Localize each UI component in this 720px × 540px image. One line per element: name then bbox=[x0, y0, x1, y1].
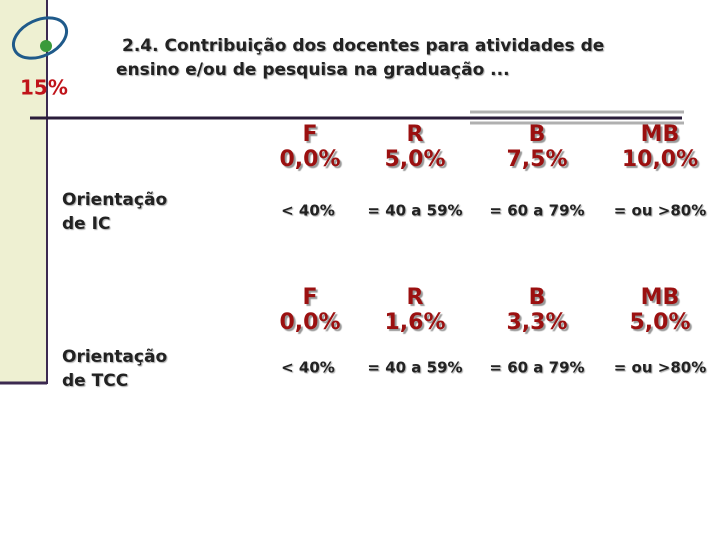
title-line: ensino e/ou de pesquisa na graduação ... bbox=[116, 60, 510, 80]
grade-letter: F bbox=[302, 285, 317, 310]
grade-value: 0,0% bbox=[279, 310, 340, 335]
grade-range: < 40% bbox=[281, 202, 335, 220]
grade-letter: R bbox=[407, 285, 424, 310]
grade-range: = 40 a 59% bbox=[367, 359, 462, 377]
grade-letter: B bbox=[529, 122, 546, 147]
grade-letter: R bbox=[407, 122, 424, 147]
grade-value: 5,0% bbox=[384, 147, 445, 172]
grade-letter: F bbox=[302, 122, 317, 147]
logo bbox=[12, 16, 68, 60]
title-line: 2.4. Contribuição dos docentes para ativ… bbox=[122, 36, 604, 56]
badge: 15% bbox=[20, 76, 68, 100]
row-label: de IC bbox=[62, 214, 110, 234]
row-label: de TCC bbox=[62, 371, 128, 391]
grade-value: 7,5% bbox=[506, 147, 567, 172]
grade-range: = ou >80% bbox=[614, 202, 706, 220]
row-label: Orientação bbox=[62, 347, 167, 367]
grade-range: < 40% bbox=[281, 359, 335, 377]
grade-range: = 60 a 79% bbox=[489, 202, 584, 220]
grade-value: 1,6% bbox=[384, 310, 445, 335]
side-stripe bbox=[0, 0, 47, 384]
grade-value: 3,3% bbox=[506, 310, 567, 335]
grade-letter: MB bbox=[641, 122, 680, 147]
grade-letter: MB bbox=[641, 285, 680, 310]
grade-value: 5,0% bbox=[629, 310, 690, 335]
grade-value: 10,0% bbox=[622, 147, 698, 172]
grade-range: = 40 a 59% bbox=[367, 202, 462, 220]
grade-letter: B bbox=[529, 285, 546, 310]
grade-range: = 60 a 79% bbox=[489, 359, 584, 377]
row-label: Orientação bbox=[62, 190, 167, 210]
grade-range: = ou >80% bbox=[614, 359, 706, 377]
grade-value: 0,0% bbox=[279, 147, 340, 172]
